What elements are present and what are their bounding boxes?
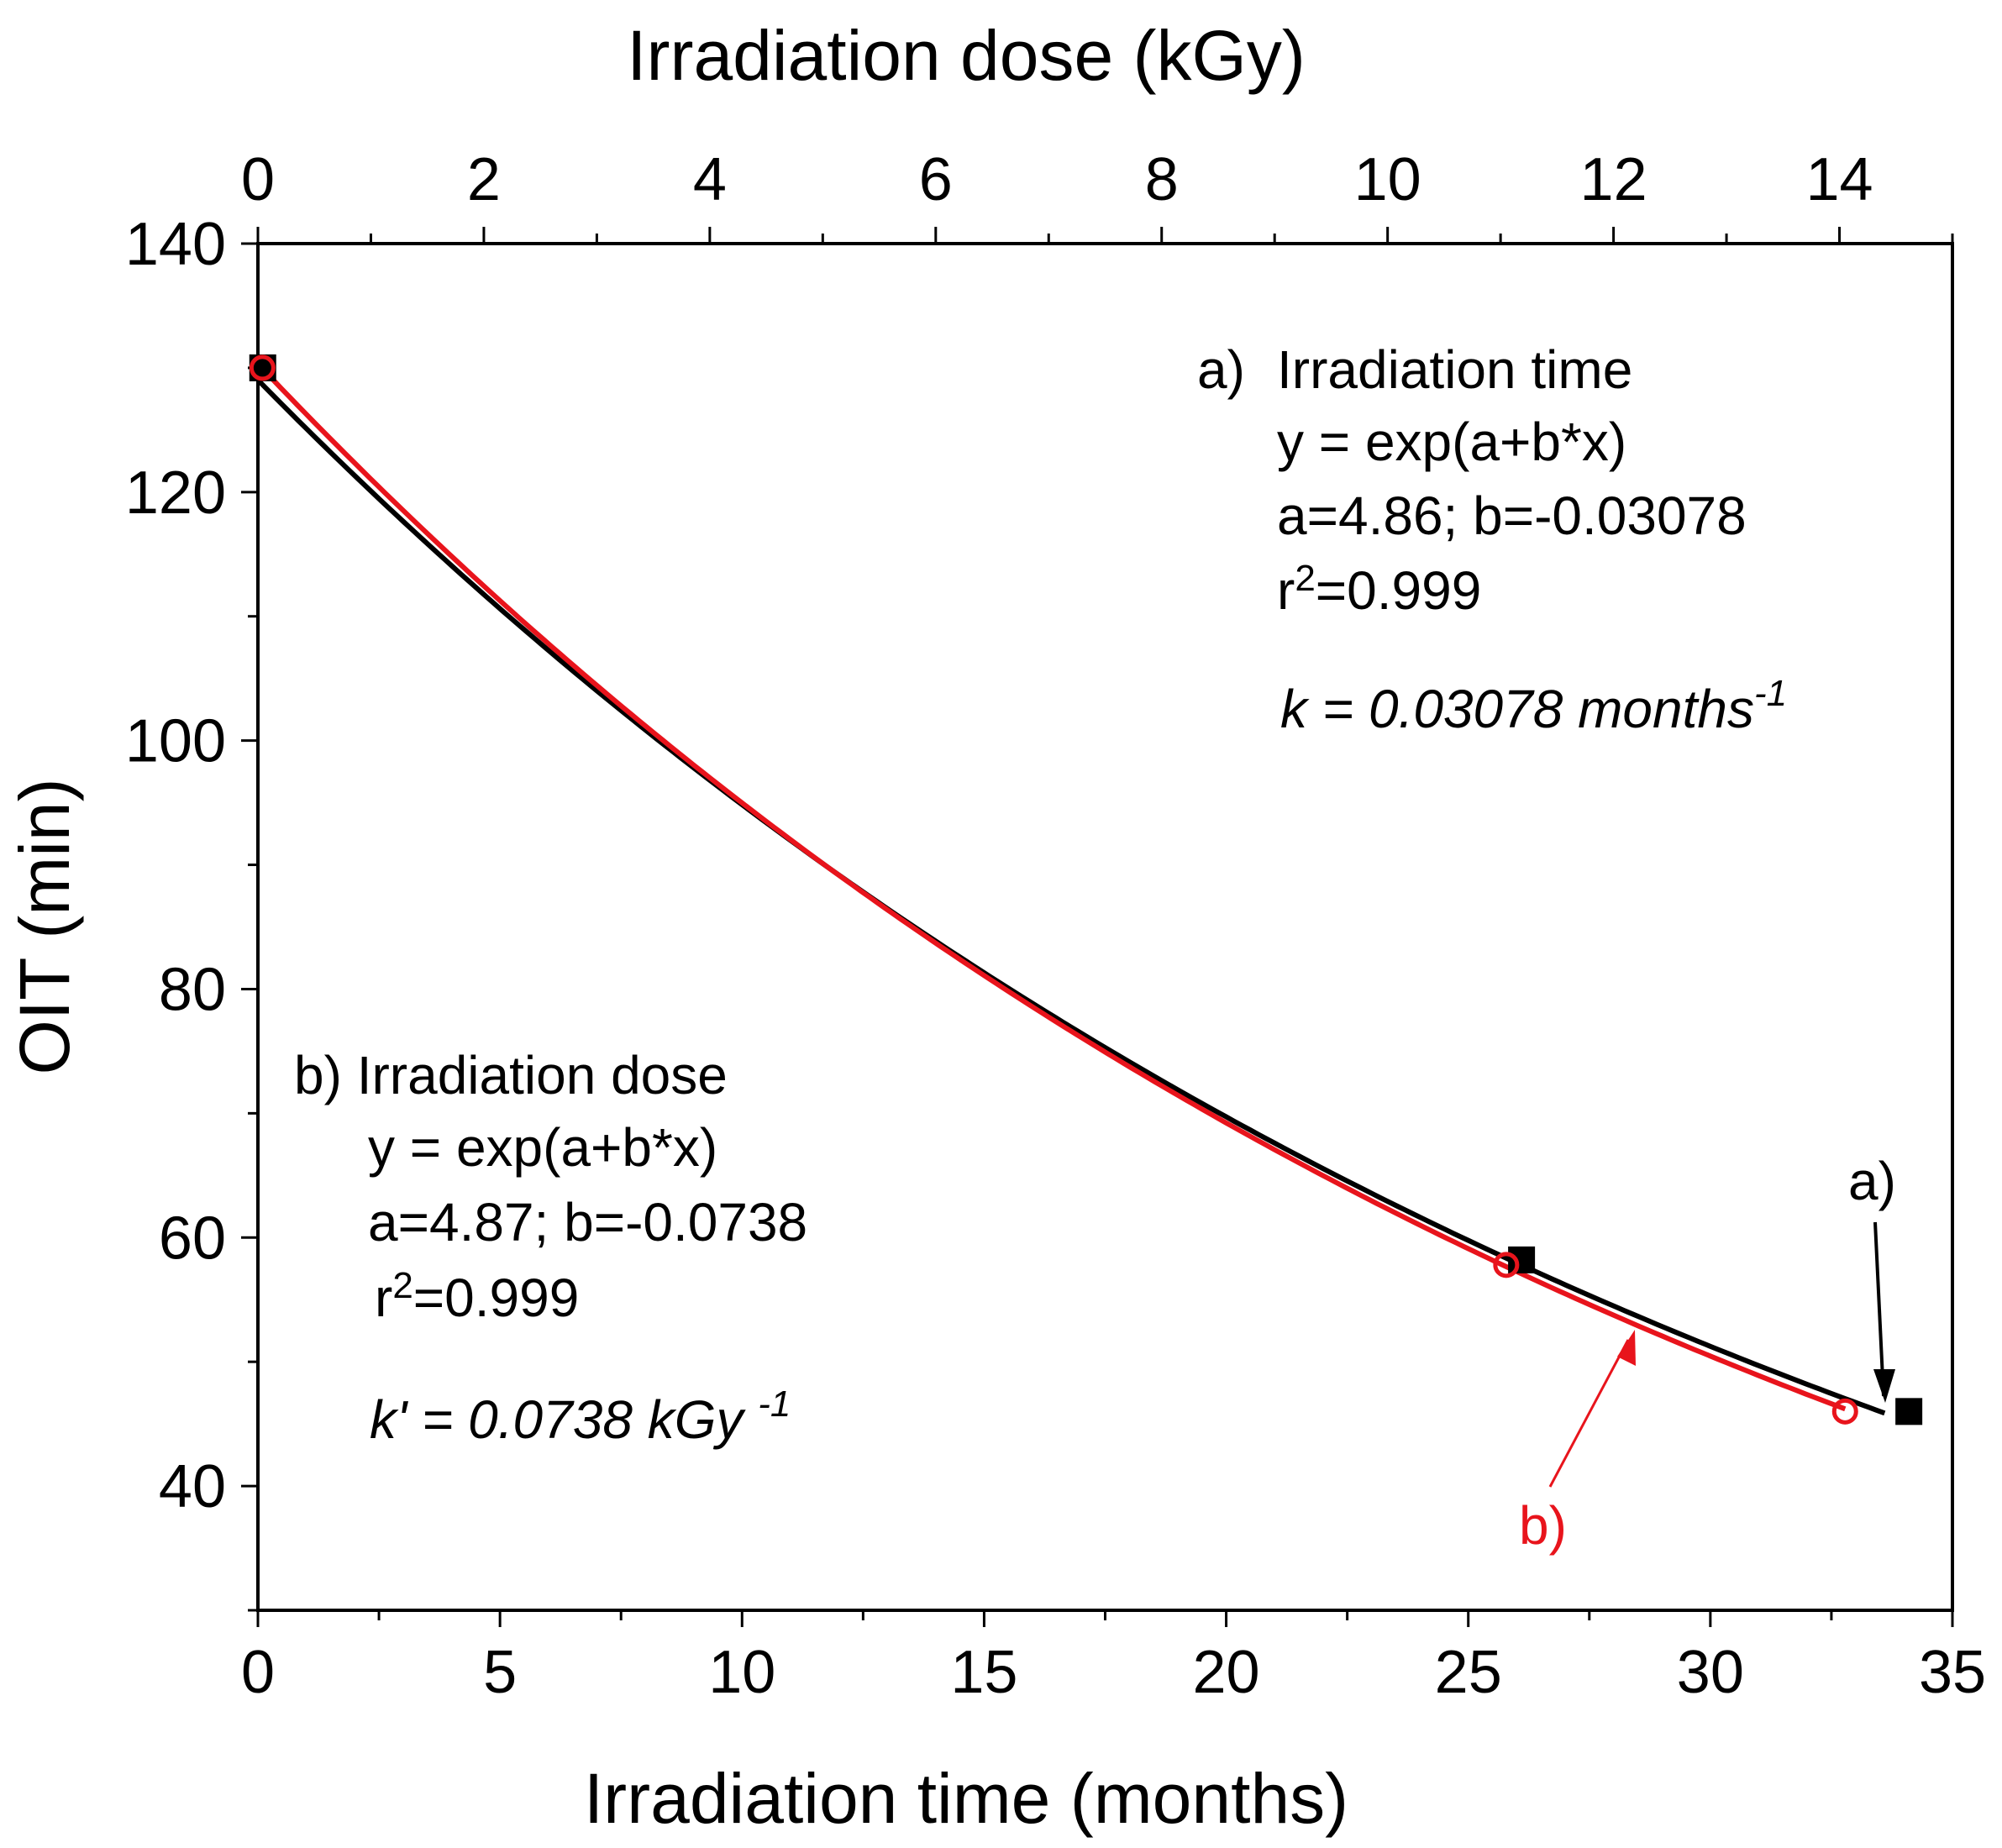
- x-axis-title: Irradiation time (months): [584, 1759, 1348, 1838]
- x-tick-label: 20: [1193, 1639, 1260, 1706]
- annotation-a-k-sup: -1: [1754, 673, 1787, 714]
- annotation-a-r2-val: =0.999: [1316, 560, 1482, 621]
- top-tick-label: 6: [919, 146, 953, 213]
- fit-curve-b: [255, 362, 1847, 1412]
- data-markers: [249, 354, 1923, 1425]
- arrow-a: [1873, 1221, 1885, 1397]
- data-point-a: [1895, 1398, 1923, 1425]
- data-point-b: [1831, 1398, 1858, 1425]
- y-tick-label: 120: [125, 459, 226, 527]
- arrow-a-head: [1873, 1369, 1895, 1403]
- x-tick-label: 35: [1919, 1639, 1986, 1706]
- annotation-a-params: a=4.86; b=-0.03078: [1277, 486, 1747, 546]
- annotation-b-r2-sup: 2: [392, 1265, 412, 1306]
- annotation-a-prefix: a): [1197, 339, 1245, 400]
- annotation-b-r2: r2=0.999: [375, 1265, 579, 1328]
- arrow-b-label: b): [1519, 1495, 1567, 1556]
- annotation-a-k: k = 0.03078 months-1: [1280, 673, 1787, 739]
- top-axis-title: Irradiation dose (kGy): [627, 16, 1306, 95]
- x-tick-label: 0: [241, 1639, 275, 1706]
- x-tick-label: 10: [708, 1639, 775, 1706]
- y-tick-label: 80: [159, 956, 226, 1023]
- top-tick-label: 12: [1580, 146, 1647, 213]
- y-tick-label: 60: [159, 1205, 226, 1272]
- fit-curves: [255, 362, 1886, 1416]
- annotation-a-r2: r2=0.999: [1277, 558, 1481, 621]
- data-point-b: [1493, 1252, 1520, 1278]
- arrow-b-head: [1617, 1330, 1636, 1366]
- x-tick-label: 5: [483, 1639, 517, 1706]
- y-tick-label: 40: [159, 1453, 226, 1520]
- top-tick-label: 10: [1354, 146, 1421, 213]
- y-tick-label: 100: [125, 708, 226, 775]
- annotation-a-equation: y = exp(a+b*x): [1277, 412, 1626, 472]
- y-axis-title: OIT (min): [5, 778, 84, 1074]
- annotation-b: b) Irradiation dose y = exp(a+b*x) a=4.8…: [294, 1045, 807, 1450]
- annotation-b-equation: y = exp(a+b*x): [368, 1117, 717, 1178]
- annotation-b-k-sup: -1: [758, 1383, 791, 1425]
- top-tick-label: 4: [693, 146, 727, 213]
- annotation-a-title: Irradiation time: [1277, 339, 1632, 400]
- arrow-b: [1548, 1339, 1630, 1488]
- annotation-b-r2-val: =0.999: [413, 1268, 580, 1328]
- arrow-a-label: a): [1848, 1151, 1896, 1211]
- data-point-b: [249, 354, 276, 381]
- axis-ticks: [241, 227, 1954, 1627]
- annotation-a-r2-r: r: [1277, 560, 1295, 621]
- annotation-a: a) Irradiation time y = exp(a+b*x) a=4.8…: [1197, 339, 1787, 739]
- y-tick-label: 140: [125, 211, 226, 278]
- annotation-a-k-text: k = 0.03078 months: [1280, 679, 1754, 739]
- x-tick-label: 25: [1435, 1639, 1502, 1706]
- top-tick-label: 14: [1805, 146, 1873, 213]
- x-tick-label: 30: [1677, 1639, 1744, 1706]
- x-tick-label: 15: [950, 1639, 1017, 1706]
- annotation-b-k-text: k' = 0.0738 kGy: [370, 1389, 758, 1450]
- axis-tick-labels: 0 5 10 15 20 25 30 35 0 2 4 6 8 10 12 14 40 60 80 100 120 140: [125, 146, 1986, 1706]
- annotation-b-k: k' = 0.0738 kGy -1: [370, 1383, 791, 1450]
- top-tick-label: 8: [1145, 146, 1179, 213]
- data-point-a: [1508, 1246, 1536, 1273]
- fit-curve-a: [255, 378, 1886, 1416]
- annotation-b-title: b) Irradiation dose: [294, 1045, 728, 1105]
- annotation-a-r2-sup: 2: [1295, 558, 1315, 599]
- annotation-b-r2-r: r: [375, 1268, 392, 1328]
- annotation-b-params: a=4.87; b=-0.0738: [368, 1192, 807, 1252]
- top-tick-label: 0: [241, 146, 275, 213]
- top-tick-label: 2: [467, 146, 501, 213]
